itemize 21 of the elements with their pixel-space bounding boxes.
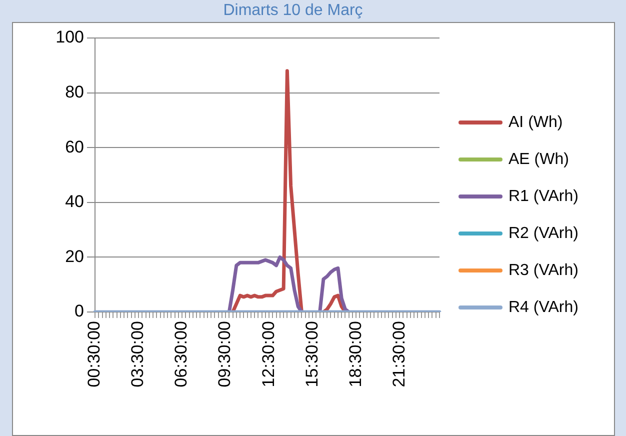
y-tick-label: 40 [65, 192, 84, 212]
legend-label: AE (Wh) [508, 150, 569, 168]
legend-label: R3 (VArh) [508, 262, 578, 279]
x-tick-label: 15:30:00 [302, 321, 322, 388]
y-tick-label: 100 [56, 28, 84, 47]
chart-title: Dimarts 10 de Març [223, 2, 363, 20]
legend-label: R4 (VArh) [508, 298, 578, 316]
x-tick-label: 09:30:00 [215, 321, 234, 388]
y-tick-label: 80 [65, 82, 84, 102]
x-tick-label: 18:30:00 [346, 321, 365, 388]
y-tick-label: 20 [65, 246, 84, 266]
x-tick-label: 21:30:00 [389, 321, 408, 388]
y-tick-label: 0 [74, 302, 84, 321]
y-tick-label: 60 [65, 137, 84, 156]
legend-label: AI (Wh) [508, 114, 563, 131]
x-tick-label: 00:30:00 [84, 321, 104, 388]
x-tick-label: 06:30:00 [172, 321, 191, 388]
x-tick-label: 12:30:00 [258, 321, 278, 388]
legend-label: R2 (VArh) [508, 224, 578, 242]
x-tick-label: 03:30:00 [128, 321, 148, 388]
legend-label: R1 (VArh) [508, 188, 578, 205]
